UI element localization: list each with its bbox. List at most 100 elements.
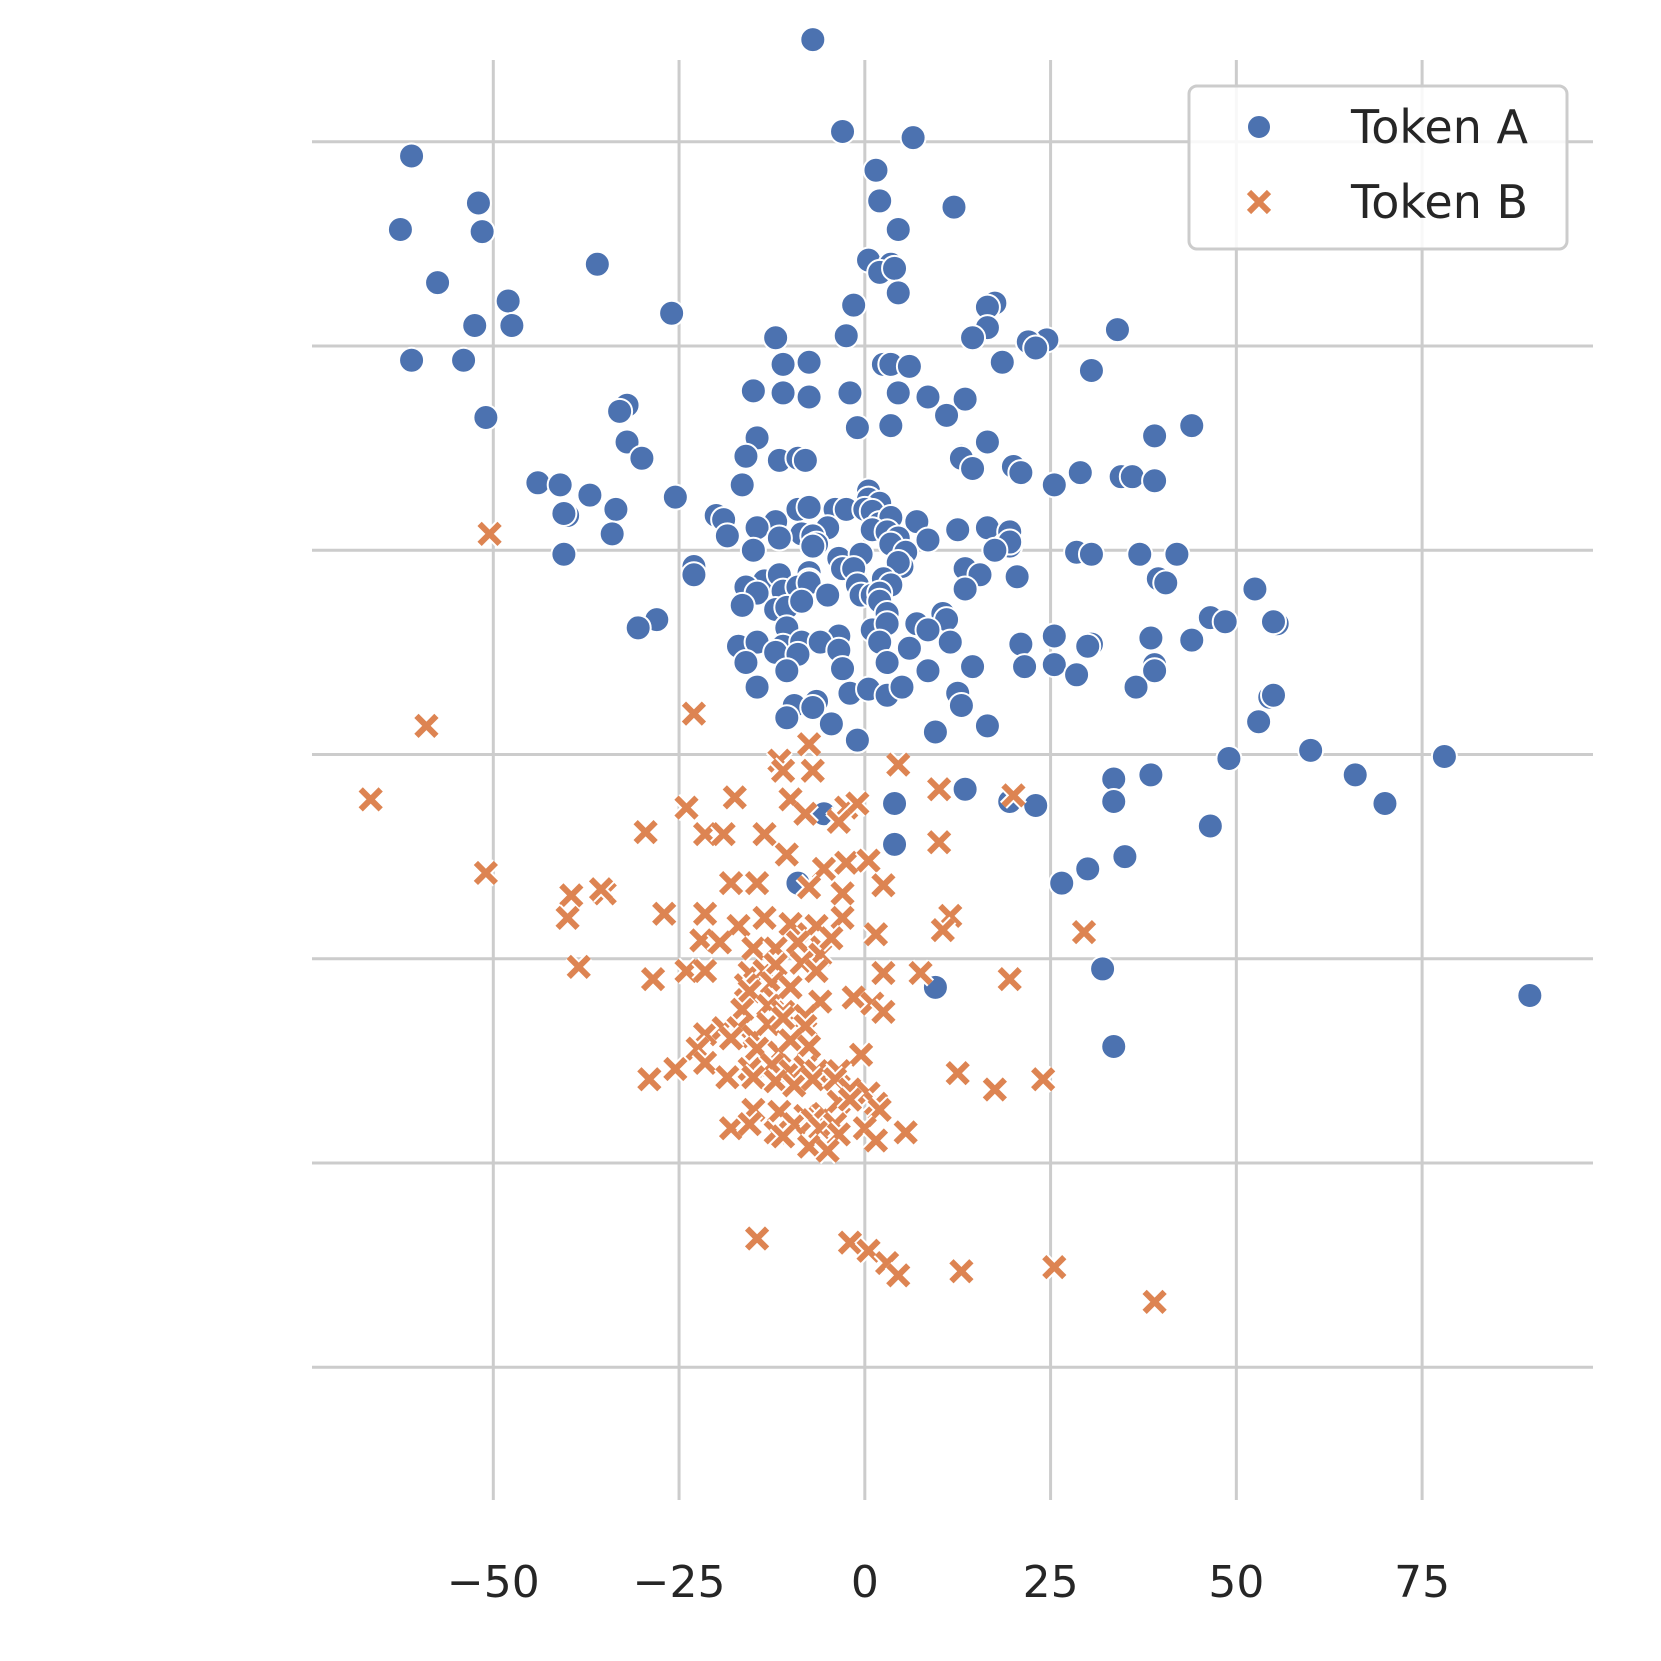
data-point xyxy=(1070,918,1098,946)
data-point xyxy=(884,1261,912,1289)
legend-marker-token-b xyxy=(1245,188,1273,216)
data-point xyxy=(524,469,552,497)
data-point xyxy=(1178,412,1206,440)
data-point xyxy=(817,710,845,738)
data-point xyxy=(412,712,440,740)
data-point xyxy=(1089,955,1117,983)
legend-label-token-b: Token B xyxy=(1350,175,1528,229)
data-point xyxy=(728,996,756,1024)
data-point xyxy=(732,442,760,470)
data-point xyxy=(476,520,504,548)
data-point xyxy=(799,1065,827,1093)
data-point xyxy=(1077,540,1105,568)
data-point xyxy=(687,926,715,954)
data-point xyxy=(1040,1253,1068,1281)
data-point xyxy=(959,324,987,352)
legend-frame xyxy=(1187,84,1569,251)
data-point xyxy=(762,324,790,352)
data-point xyxy=(472,403,500,431)
data-point xyxy=(494,287,522,315)
data-point xyxy=(825,808,853,836)
data-point xyxy=(728,471,756,499)
data-point xyxy=(1022,334,1050,362)
data-point xyxy=(925,828,953,856)
data-point xyxy=(583,250,611,278)
data-point xyxy=(795,1033,823,1061)
data-point xyxy=(999,781,1027,809)
legend: Token A Token B xyxy=(1187,84,1569,251)
data-point xyxy=(1118,463,1146,491)
data-point xyxy=(847,1041,875,1069)
data-point xyxy=(843,414,871,442)
data-point xyxy=(472,859,500,887)
data-point xyxy=(546,471,574,499)
data-point xyxy=(1048,869,1076,897)
data-point xyxy=(828,879,857,907)
data-point xyxy=(799,532,827,560)
data-point xyxy=(951,775,979,803)
data-point xyxy=(1103,316,1131,344)
data-point xyxy=(750,904,779,932)
data-point xyxy=(628,444,656,472)
data-point xyxy=(914,657,942,685)
data-point xyxy=(1040,651,1068,679)
data-point xyxy=(717,1114,745,1142)
data-point xyxy=(877,412,905,440)
data-point xyxy=(598,520,626,548)
data-point xyxy=(829,117,857,145)
data-point xyxy=(951,385,979,413)
data-point xyxy=(1122,673,1150,701)
data-point xyxy=(881,830,909,858)
data-point xyxy=(602,495,630,523)
data-point xyxy=(940,193,968,221)
grid xyxy=(312,60,1593,1500)
data-point xyxy=(606,397,634,425)
x-tick-label: 0 xyxy=(851,1557,879,1608)
data-point xyxy=(895,634,923,662)
data-point xyxy=(1126,540,1154,568)
data-point xyxy=(1111,843,1139,871)
data-point xyxy=(996,965,1024,993)
data-point xyxy=(869,959,897,987)
data-point xyxy=(565,953,593,981)
data-point xyxy=(1063,661,1091,689)
data-point xyxy=(836,1229,864,1257)
data-point xyxy=(836,1086,864,1114)
data-point xyxy=(1137,624,1165,652)
data-point xyxy=(951,575,979,603)
data-point xyxy=(1341,761,1369,789)
data-point xyxy=(873,649,901,677)
data-point xyxy=(981,536,1009,564)
legend-label-token-a: Token A xyxy=(1350,100,1529,154)
data-point xyxy=(1297,736,1325,764)
data-point xyxy=(724,912,753,940)
data-point xyxy=(773,841,801,869)
data-point xyxy=(450,346,478,374)
data-point xyxy=(550,499,578,527)
data-point xyxy=(907,959,935,987)
data-point xyxy=(743,673,771,701)
data-point xyxy=(1100,787,1128,815)
data-point xyxy=(721,783,749,811)
data-point xyxy=(944,516,972,544)
data-point xyxy=(691,957,719,985)
data-point xyxy=(973,428,1001,456)
data-point xyxy=(795,873,823,901)
data-point xyxy=(788,587,816,615)
data-point xyxy=(1141,422,1169,450)
data-point xyxy=(862,1126,890,1155)
data-point xyxy=(799,757,827,785)
data-point xyxy=(832,849,860,877)
data-point xyxy=(881,254,909,282)
data-point xyxy=(784,928,812,956)
data-point xyxy=(947,1257,975,1285)
data-point xyxy=(554,904,582,932)
x-tick-label: 25 xyxy=(1023,1557,1079,1608)
data-point xyxy=(947,691,975,719)
data-point xyxy=(1100,765,1128,793)
data-point xyxy=(769,350,797,378)
data-point xyxy=(814,581,842,609)
data-point xyxy=(769,757,797,785)
data-point xyxy=(1040,471,1068,499)
x-axis-tick-labels: −50 −25 0 25 50 75 xyxy=(447,1557,1450,1608)
